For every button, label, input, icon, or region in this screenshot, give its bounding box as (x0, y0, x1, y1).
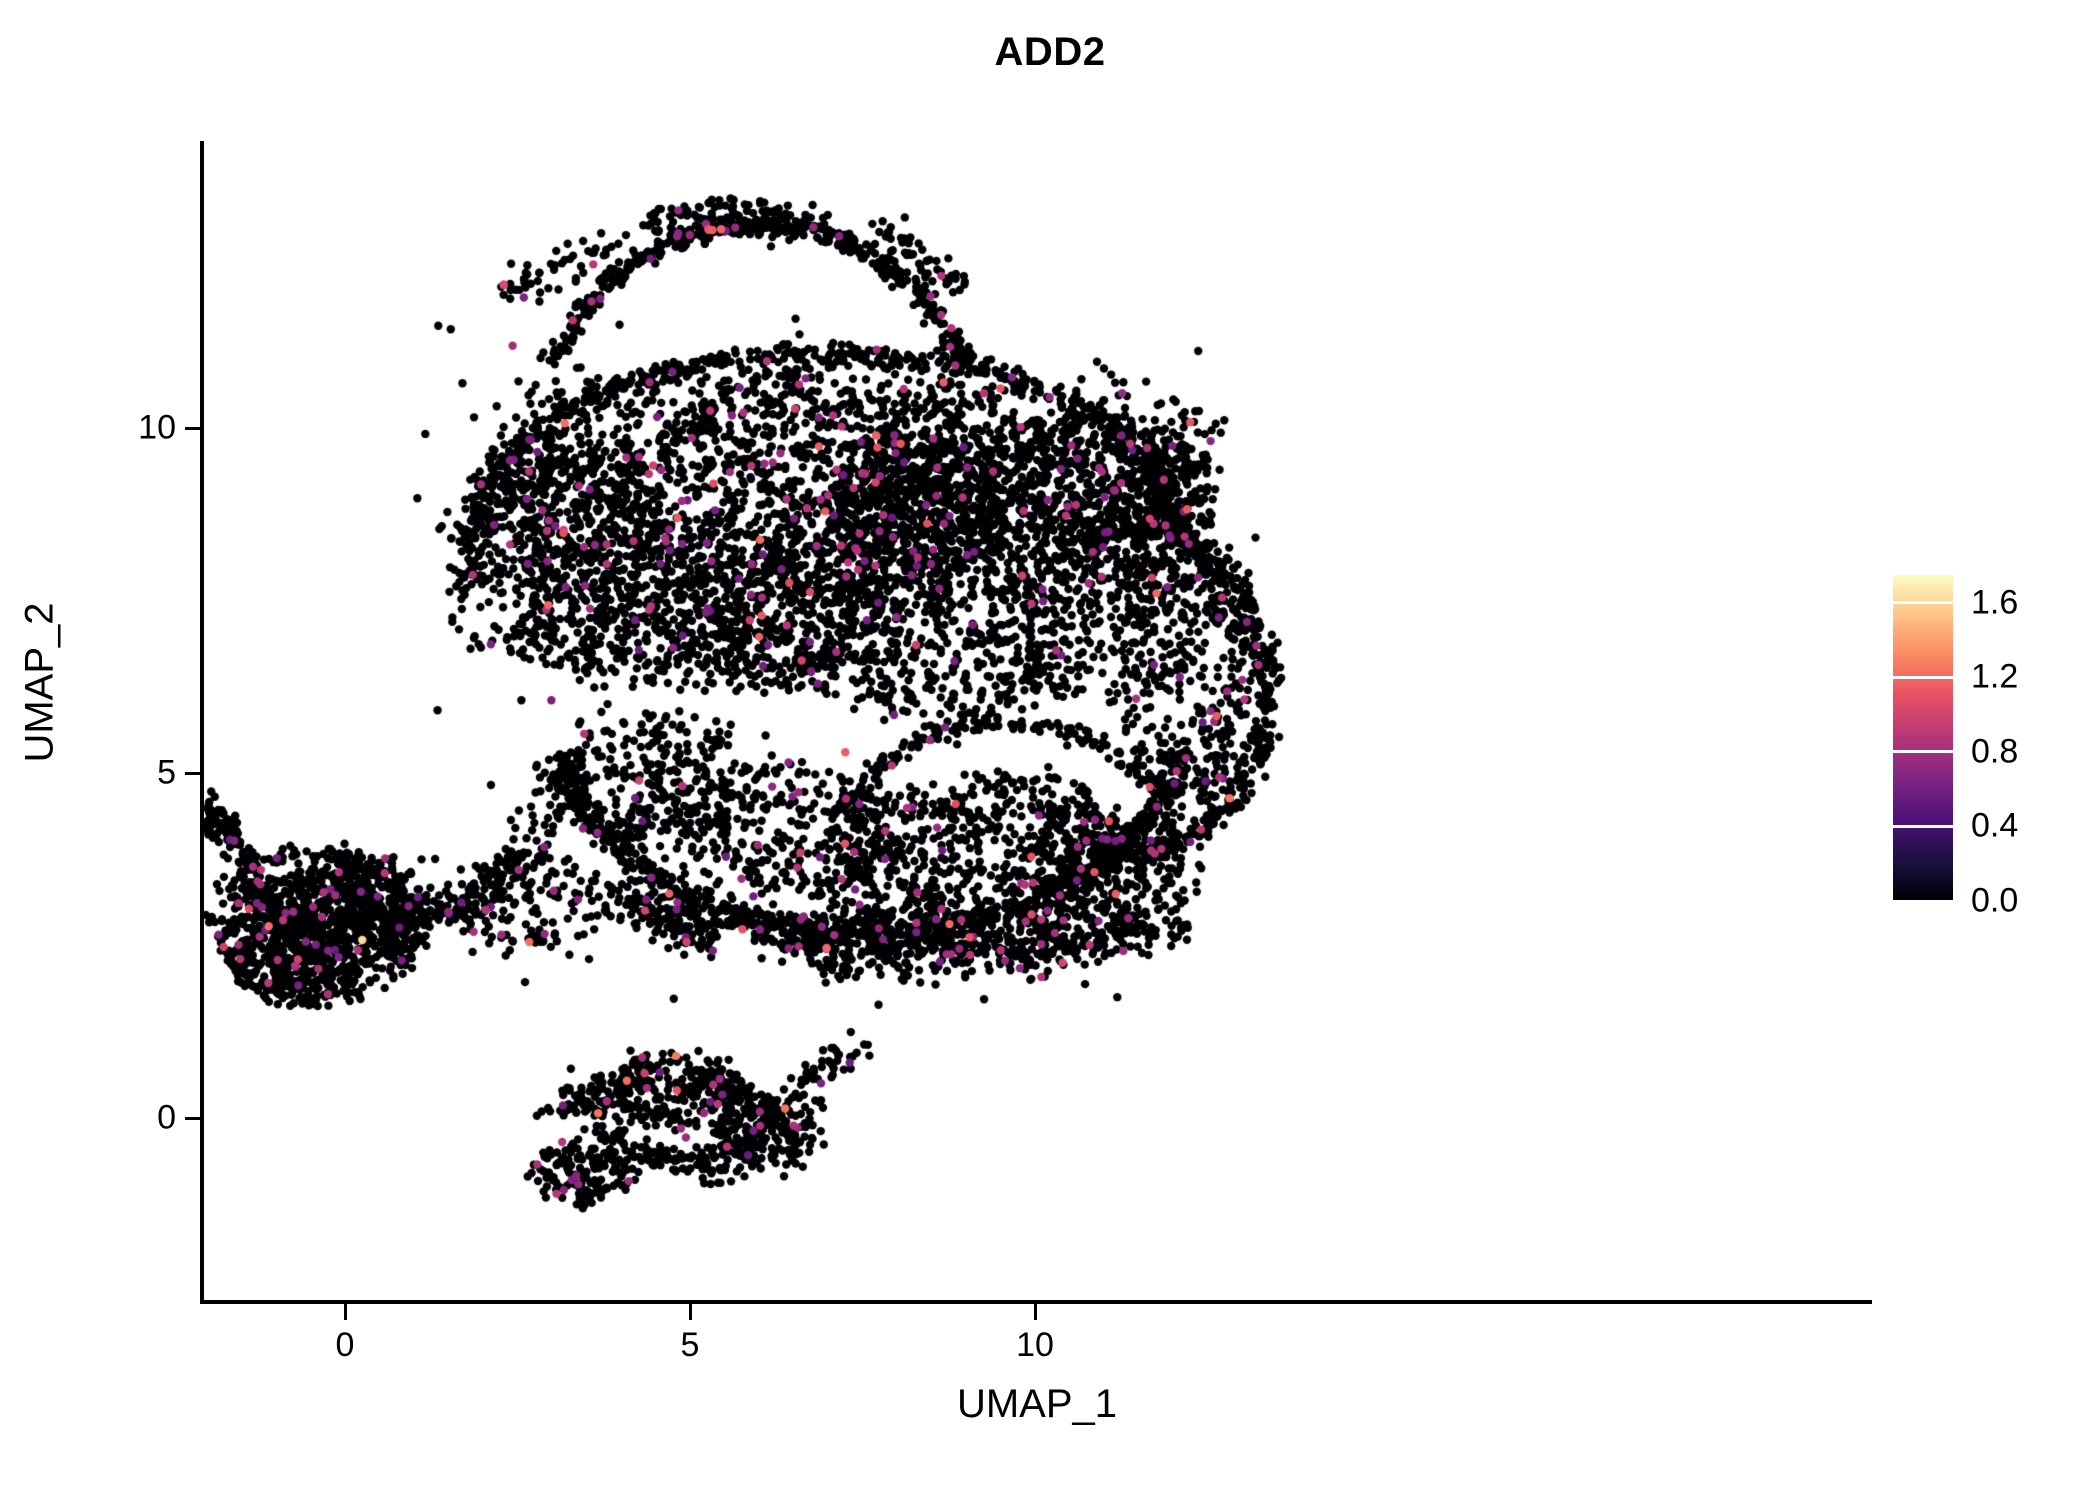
x-axis-line (200, 1300, 1872, 1304)
colorbar-gradient-bar (1893, 575, 1953, 903)
colorbar-tick-label: 1.2 (1971, 657, 2019, 696)
y-tick-label: 0 (157, 1098, 176, 1137)
scatter-plot-canvas (203, 141, 1871, 1302)
x-tick-mark (1034, 1304, 1037, 1320)
page-title: ADD2 (994, 30, 1106, 74)
colorbar-tick-mark (1893, 601, 1953, 605)
colorbar-tick-mark (1893, 824, 1953, 828)
x-tick-label: 10 (1016, 1326, 1054, 1364)
y-tick-label: 5 (157, 753, 176, 792)
colorbar-tick-label: 1.6 (1971, 583, 2019, 622)
colorbar-legend: 0.0 0.4 0.8 1.2 1.6 (1893, 575, 2018, 920)
x-tick-mark (689, 1304, 692, 1320)
x-tick-mark (344, 1304, 347, 1320)
colorbar-tick-label: 0.8 (1971, 732, 2019, 771)
y-axis-title: UMAP_2 (17, 602, 62, 763)
x-tick-label: 0 (335, 1326, 355, 1364)
colorbar-tick-mark (1893, 675, 1953, 679)
y-axis-line (200, 141, 204, 1304)
colorbar-gradient (1893, 575, 1953, 901)
colorbar-tick-label: 0.4 (1971, 806, 2019, 845)
y-tick-label: 10 (138, 408, 176, 447)
y-tick-mark (185, 427, 201, 430)
x-axis-title: UMAP_1 (956, 1382, 1118, 1426)
colorbar-tick-mark (1893, 750, 1953, 754)
y-tick-mark (185, 1117, 201, 1120)
x-tick-label: 5 (680, 1326, 700, 1364)
y-axis-ticks: 0 5 10 (0, 0, 178, 1500)
y-tick-mark (185, 772, 201, 775)
plot-panel (203, 141, 1871, 1302)
colorbar-tick-label: 0.0 (1971, 881, 2019, 920)
colorbar-tick-mark (1893, 899, 1953, 903)
